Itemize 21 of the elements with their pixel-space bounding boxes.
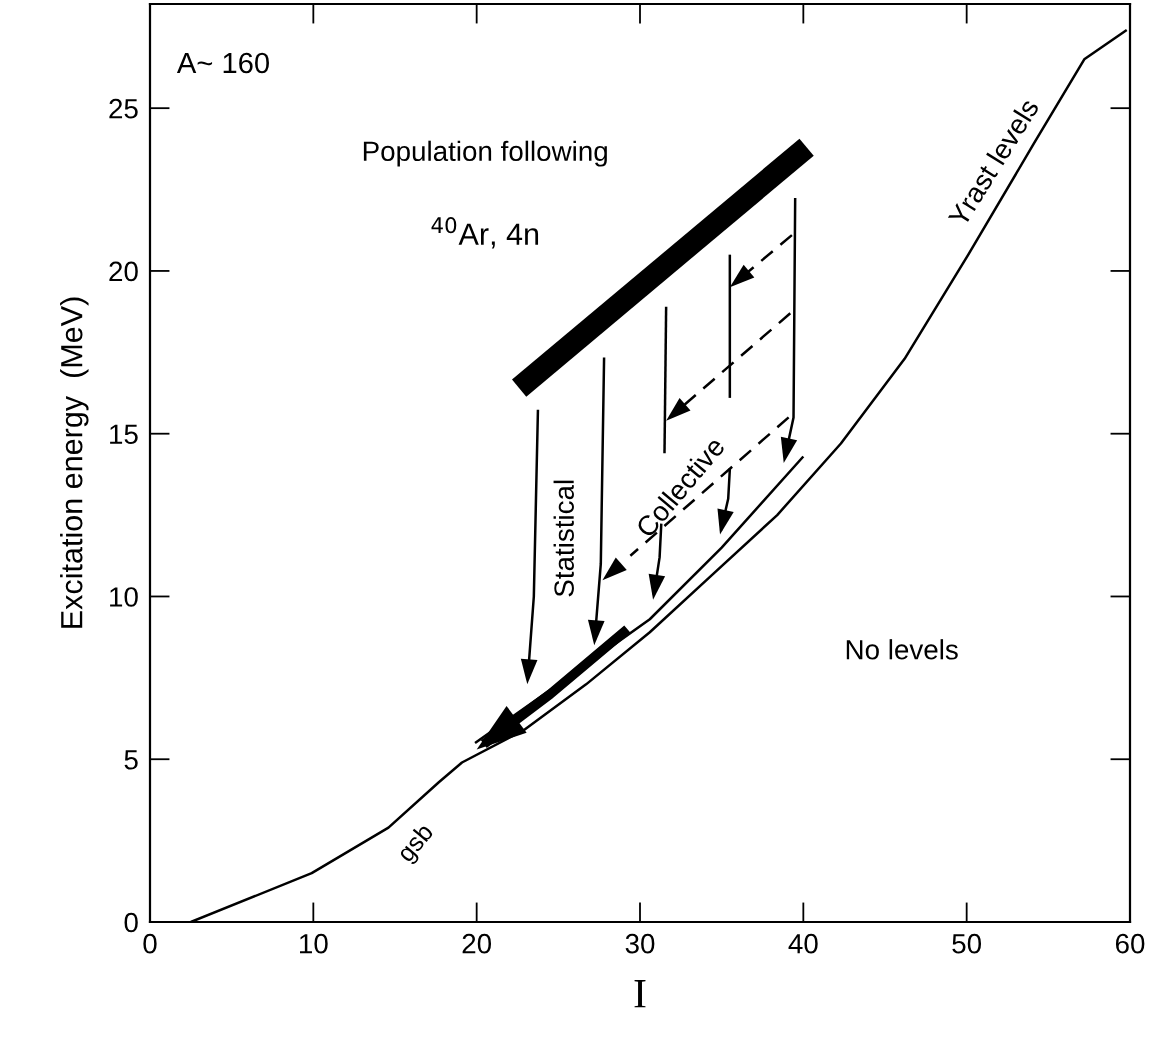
annotation: gsb: [395, 821, 438, 867]
y-tick-label: 5: [124, 750, 138, 770]
x-tick-label: 30: [625, 933, 655, 954]
annotation: $^{40}$Ar, 4n: [431, 217, 539, 249]
annotation: A~ 160: [176, 52, 269, 74]
y-axis-title: Excitation energy (MeV): [60, 297, 89, 628]
x-tick-label: 60: [1115, 933, 1145, 954]
x-tick-label: 20: [462, 933, 492, 954]
y-tick-label: 25: [109, 98, 138, 119]
x-tick-label: 10: [300, 933, 328, 954]
y-tick-label: 20: [109, 261, 138, 282]
annotation: Population following: [363, 140, 607, 167]
x-axis-title: I: [634, 980, 646, 1008]
y-tick-label: 10: [110, 587, 138, 607]
x-tick-label: 0: [143, 933, 157, 954]
y-tick-label: 0: [124, 912, 138, 933]
x-tick-label: 50: [952, 933, 982, 954]
y-tick-label: 15: [110, 424, 138, 445]
x-tick-label: 40: [788, 933, 818, 954]
annotation: Statistical: [553, 480, 574, 597]
annotation: No levels: [846, 639, 958, 660]
